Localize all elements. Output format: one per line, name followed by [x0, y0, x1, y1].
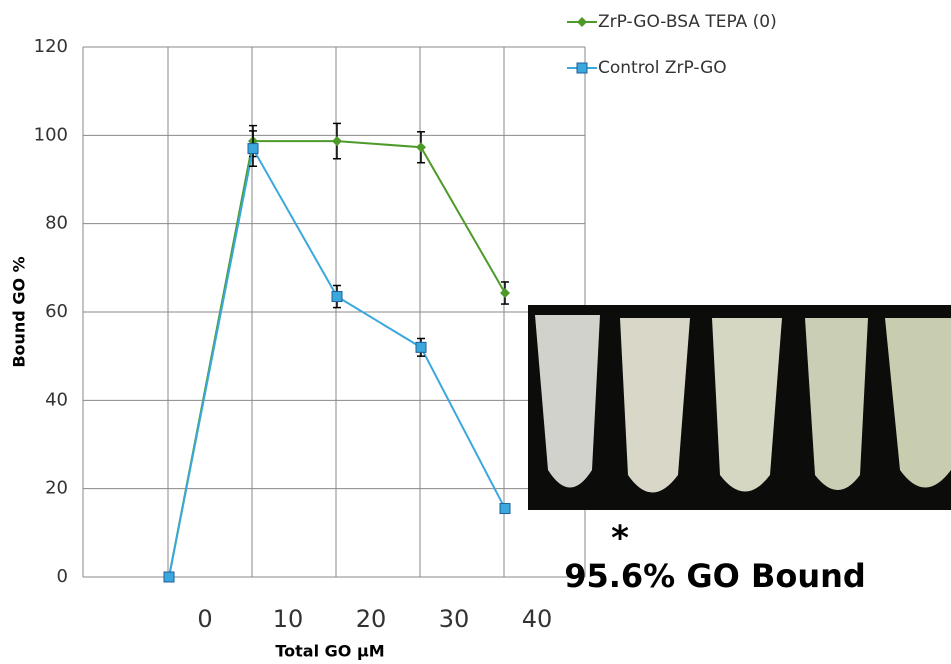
x-tick-label: 30 [439, 605, 470, 633]
annotation: 95.6% GO Bound [564, 557, 866, 595]
legend-marker [576, 62, 588, 74]
series-line [168, 140, 506, 578]
series-line [168, 145, 506, 578]
x-axis-label: Total GO µM [275, 642, 384, 661]
marker [416, 142, 426, 153]
marker [415, 341, 427, 353]
y-tick-label: 40 [45, 389, 68, 410]
marker [499, 503, 511, 515]
tubes [535, 315, 951, 493]
y-tick-label: 60 [45, 301, 68, 322]
marker [247, 143, 259, 155]
x-tick-label: 20 [356, 605, 387, 633]
marker [331, 291, 343, 303]
marker [332, 136, 342, 147]
y-tick-label: 100 [34, 124, 68, 145]
x-tick-label: 40 [522, 605, 553, 633]
annotation: * [611, 519, 629, 559]
y-axis-label: Bound GO % [10, 256, 29, 367]
legend-label: Control ZrP-GO [598, 58, 727, 78]
marker [500, 288, 510, 299]
legend-label: ZrP-GO-BSA TEPA (0) [598, 12, 777, 32]
x-tick-label: 10 [273, 605, 304, 633]
legend-marker [577, 17, 587, 27]
y-tick-label: 80 [45, 213, 68, 234]
y-tick-label: 20 [45, 478, 68, 499]
y-tick-label: 0 [57, 566, 68, 587]
x-tick-label: 0 [197, 605, 212, 633]
marker [163, 571, 175, 583]
y-tick-label: 120 [34, 36, 68, 57]
